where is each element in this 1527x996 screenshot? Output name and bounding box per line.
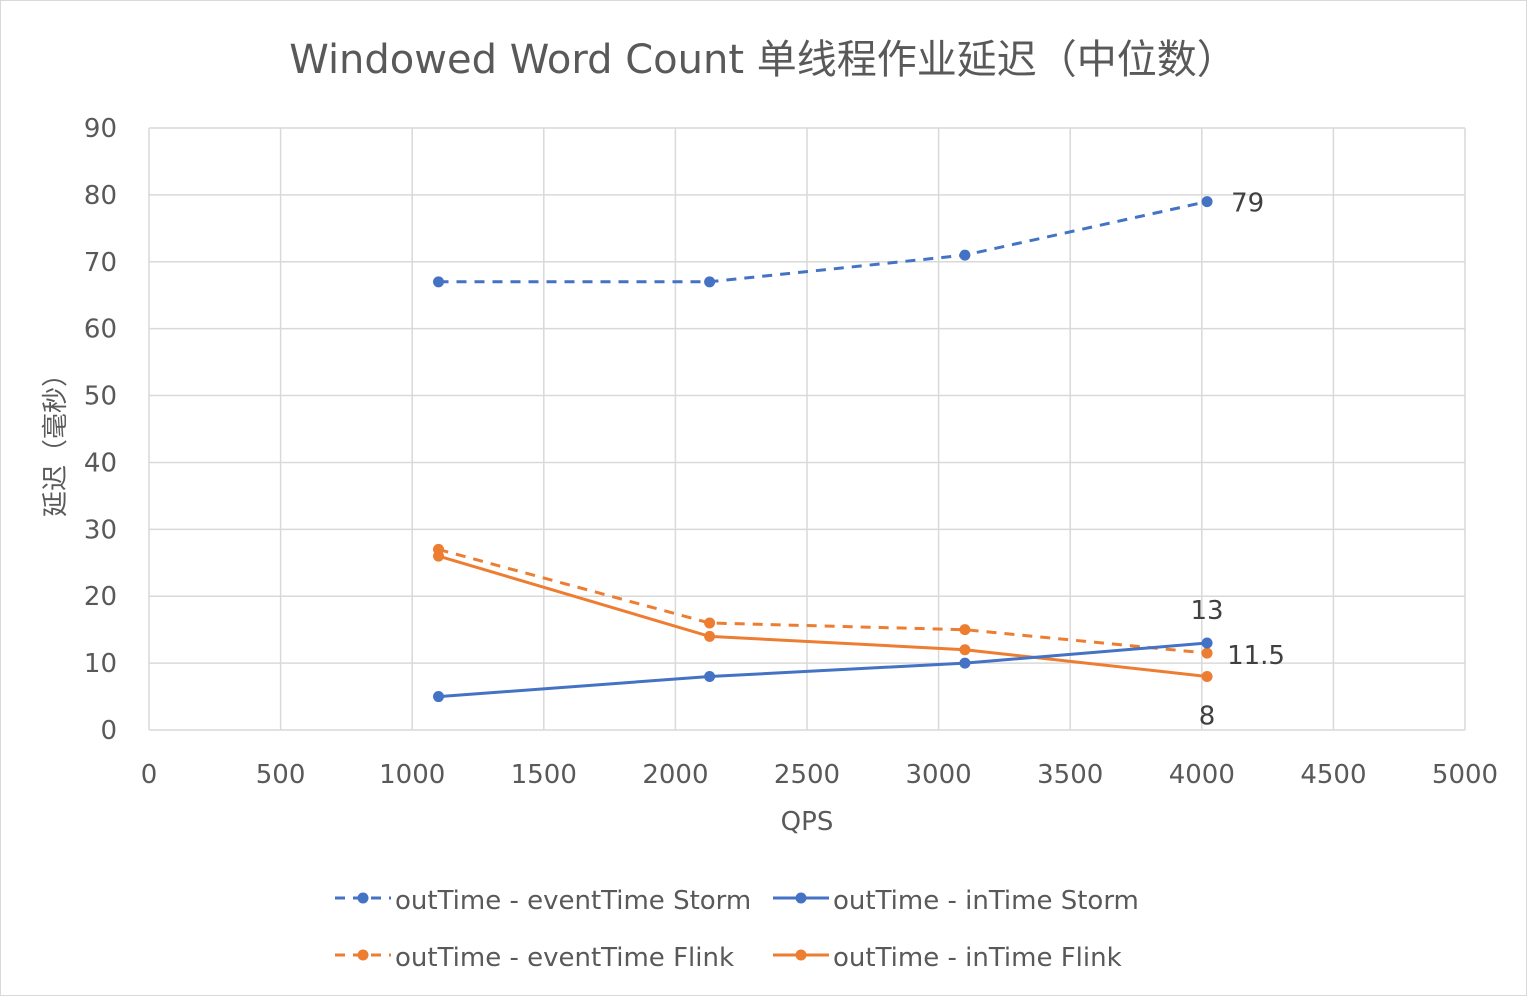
- x-tick-label: 4500: [1300, 760, 1366, 790]
- legend-item: outTime - inTime Flink: [773, 943, 1122, 973]
- data-point: [704, 617, 716, 629]
- legend-label: outTime - eventTime Storm: [395, 886, 751, 916]
- y-tick-label: 30: [84, 515, 117, 545]
- x-tick-label: 1500: [511, 760, 577, 790]
- x-tick-label: 4000: [1169, 760, 1235, 790]
- y-tick-label: 80: [84, 181, 117, 211]
- data-point: [704, 630, 716, 642]
- legend-item: outTime - inTime Storm: [773, 886, 1139, 916]
- legend-swatch-marker: [357, 892, 369, 904]
- gridlines: [148, 127, 1466, 731]
- x-tick-label: 1000: [379, 760, 445, 790]
- series-group: [433, 637, 1213, 703]
- x-tick-label: 2500: [774, 760, 840, 790]
- data-label: 13: [1191, 596, 1224, 626]
- data-point: [433, 691, 445, 703]
- legend: outTime - eventTime Storm outTime - inTim…: [335, 886, 1139, 973]
- y-tick-label: 70: [84, 248, 117, 278]
- x-tick-label: 2000: [642, 760, 708, 790]
- data-point: [433, 550, 445, 562]
- legend-label: outTime - inTime Storm: [833, 886, 1139, 916]
- legend-label: outTime - inTime Flink: [833, 943, 1122, 973]
- data-point: [704, 670, 716, 682]
- y-axis-title: 延迟（毫秒）: [41, 361, 71, 517]
- data-point: [959, 644, 971, 656]
- data-point: [433, 276, 445, 288]
- data-point: [1201, 670, 1213, 682]
- data-point: [704, 276, 716, 288]
- x-tick-label: 0: [141, 760, 158, 790]
- y-tick-label: 20: [84, 582, 117, 612]
- data-point: [959, 249, 971, 261]
- series-line: [438, 641, 1208, 699]
- x-tick-label: 500: [256, 760, 306, 790]
- series-group: [433, 196, 1213, 288]
- y-tick-label: 0: [100, 716, 117, 746]
- y-tick-label: 50: [84, 382, 117, 412]
- series-line: [438, 200, 1208, 284]
- data-point: [1201, 647, 1213, 659]
- series-line: [438, 547, 1208, 655]
- chart-title: Windowed Word Count 单线程作业延迟（中位数）: [289, 37, 1236, 83]
- legend-swatch-marker: [795, 949, 807, 961]
- series-lines: [433, 196, 1213, 703]
- y-tick-label: 60: [84, 315, 117, 345]
- x-tick-label: 3500: [1037, 760, 1103, 790]
- legend-item: outTime - eventTime Storm: [335, 886, 751, 916]
- x-axis-title: QPS: [781, 807, 834, 837]
- series-line: [438, 554, 1208, 678]
- y-tick-label: 40: [84, 448, 117, 478]
- series-group: [433, 550, 1213, 682]
- data-point: [1201, 196, 1213, 208]
- data-point: [1201, 637, 1213, 649]
- data-label: 8: [1199, 701, 1216, 731]
- data-point: [959, 657, 971, 669]
- y-axis-ticks: 0 10 20 30 40 50 60 70 80 90: [84, 114, 117, 746]
- x-tick-label: 3000: [906, 760, 972, 790]
- legend-item: outTime - eventTime Flink: [335, 943, 734, 973]
- y-tick-label: 90: [84, 114, 117, 144]
- y-tick-label: 10: [84, 649, 117, 679]
- data-label: 79: [1231, 189, 1264, 219]
- legend-swatch-marker: [357, 949, 369, 961]
- legend-swatch-marker: [795, 892, 807, 904]
- x-tick-label: 5000: [1432, 760, 1498, 790]
- data-label: 11.5: [1227, 641, 1285, 671]
- data-point: [959, 624, 971, 636]
- legend-label: outTime - eventTime Flink: [395, 943, 734, 973]
- x-axis-ticks: 0 500 1000 1500 2000 2500 3000 3500 4000 4500 5000: [141, 760, 1498, 790]
